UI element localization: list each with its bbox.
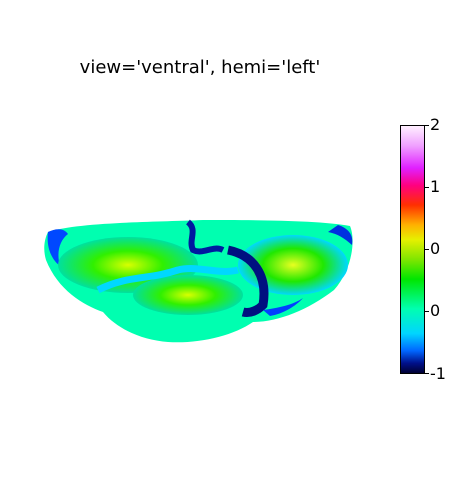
blue-rim-bottom [263,298,303,316]
colorbar-tick [425,187,429,188]
gyrus-center [133,275,243,315]
colorbar-tick-label: 0 [430,301,441,320]
colorbar-tick [425,249,429,250]
colorbar-tick [425,311,429,312]
blue-rim-left [47,229,68,266]
colorbar-tick [425,373,429,374]
sulcus-dark-right [226,245,269,317]
colorbar-tick-label: -1 [430,364,446,383]
brain-surface-render [44,219,353,343]
colorbar-tick [425,125,429,126]
blue-rim-right [328,225,353,245]
colorbar-tick-label: 2 [430,115,441,134]
colorbar-tick-label: 1 [430,177,441,196]
colorbar [400,125,425,374]
sulcus-cyan [96,265,239,294]
plot-title: view='ventral', hemi='left' [79,57,321,78]
colorbar-tick-label: 0 [430,239,441,258]
sulcus-dark-center [185,219,225,255]
